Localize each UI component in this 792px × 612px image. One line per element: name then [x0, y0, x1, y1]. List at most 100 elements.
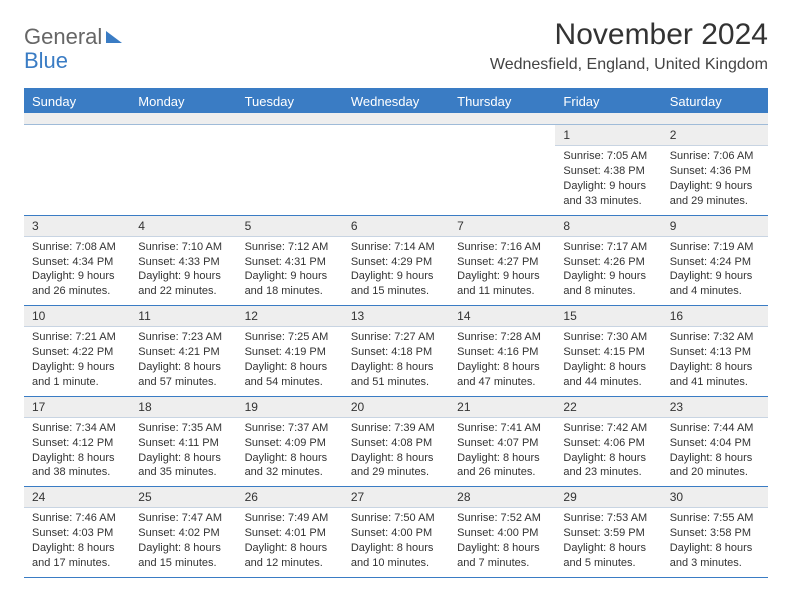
day-number: 3 — [24, 216, 130, 237]
daylight-text: Daylight: 8 hours and 29 minutes. — [351, 451, 441, 481]
sunset-text: Sunset: 4:12 PM — [32, 436, 122, 451]
daylight-text: Daylight: 9 hours and 18 minutes. — [245, 269, 335, 299]
sunset-text: Sunset: 4:09 PM — [245, 436, 335, 451]
daylight-text: Daylight: 8 hours and 10 minutes. — [351, 541, 441, 571]
week-row: 17Sunrise: 7:34 AMSunset: 4:12 PMDayligh… — [24, 397, 768, 488]
day-cell — [449, 125, 555, 215]
day-cell: 13Sunrise: 7:27 AMSunset: 4:18 PMDayligh… — [343, 306, 449, 396]
day-cell: 20Sunrise: 7:39 AMSunset: 4:08 PMDayligh… — [343, 397, 449, 487]
day-cell: 4Sunrise: 7:10 AMSunset: 4:33 PMDaylight… — [130, 216, 236, 306]
sunset-text: Sunset: 4:18 PM — [351, 345, 441, 360]
day-number: 1 — [555, 125, 661, 146]
day-cell: 3Sunrise: 7:08 AMSunset: 4:34 PMDaylight… — [24, 216, 130, 306]
sunset-text: Sunset: 4:06 PM — [563, 436, 653, 451]
sunrise-text: Sunrise: 7:12 AM — [245, 240, 335, 255]
sunset-text: Sunset: 4:33 PM — [138, 255, 228, 270]
sunrise-text: Sunrise: 7:39 AM — [351, 421, 441, 436]
day-number: 23 — [662, 397, 768, 418]
sunset-text: Sunset: 4:15 PM — [563, 345, 653, 360]
sunrise-text: Sunrise: 7:06 AM — [670, 149, 760, 164]
sunrise-text: Sunrise: 7:30 AM — [563, 330, 653, 345]
daylight-text: Daylight: 9 hours and 33 minutes. — [563, 179, 653, 209]
day-number: 15 — [555, 306, 661, 327]
daylight-text: Daylight: 8 hours and 15 minutes. — [138, 541, 228, 571]
day-number: 4 — [130, 216, 236, 237]
daylight-text: Daylight: 8 hours and 35 minutes. — [138, 451, 228, 481]
day-header-thursday: Thursday — [449, 90, 555, 113]
sunrise-text: Sunrise: 7:05 AM — [563, 149, 653, 164]
sunset-text: Sunset: 4:36 PM — [670, 164, 760, 179]
day-number: 26 — [237, 487, 343, 508]
day-number: 13 — [343, 306, 449, 327]
daylight-text: Daylight: 8 hours and 3 minutes. — [670, 541, 760, 571]
sunset-text: Sunset: 4:24 PM — [670, 255, 760, 270]
day-cell: 9 Sunrise: 7:19 AMSunset: 4:24 PMDaylight… — [662, 216, 768, 306]
day-cell: 1 Sunrise: 7:05 AMSunset: 4:38 PMDaylight… — [555, 125, 661, 215]
sunrise-text: Sunrise: 7:37 AM — [245, 421, 335, 436]
day-number: 22 — [555, 397, 661, 418]
daylight-text: Daylight: 9 hours and 29 minutes. — [670, 179, 760, 209]
day-number: 28 — [449, 487, 555, 508]
day-number: 29 — [555, 487, 661, 508]
day-number: 5 — [237, 216, 343, 237]
day-header-row: Sunday Monday Tuesday Wednesday Thursday… — [24, 90, 768, 113]
day-cell: 21Sunrise: 7:41 AMSunset: 4:07 PMDayligh… — [449, 397, 555, 487]
daylight-text: Daylight: 9 hours and 26 minutes. — [32, 269, 122, 299]
sunrise-text: Sunrise: 7:46 AM — [32, 511, 122, 526]
daylight-text: Daylight: 8 hours and 54 minutes. — [245, 360, 335, 390]
sunrise-text: Sunrise: 7:32 AM — [670, 330, 760, 345]
daylight-text: Daylight: 8 hours and 47 minutes. — [457, 360, 547, 390]
day-cell — [237, 125, 343, 215]
day-cell: 12Sunrise: 7:25 AMSunset: 4:19 PMDayligh… — [237, 306, 343, 396]
sunset-text: Sunset: 4:01 PM — [245, 526, 335, 541]
week-row: 10Sunrise: 7:21 AMSunset: 4:22 PMDayligh… — [24, 306, 768, 397]
sunrise-text: Sunrise: 7:17 AM — [563, 240, 653, 255]
day-number: 18 — [130, 397, 236, 418]
sunset-text: Sunset: 4:38 PM — [563, 164, 653, 179]
sunset-text: Sunset: 4:26 PM — [563, 255, 653, 270]
day-cell: 17Sunrise: 7:34 AMSunset: 4:12 PMDayligh… — [24, 397, 130, 487]
sunrise-text: Sunrise: 7:19 AM — [670, 240, 760, 255]
sunrise-text: Sunrise: 7:16 AM — [457, 240, 547, 255]
daylight-text: Daylight: 8 hours and 51 minutes. — [351, 360, 441, 390]
day-cell: 8Sunrise: 7:17 AMSunset: 4:26 PMDaylight… — [555, 216, 661, 306]
sunset-text: Sunset: 4:31 PM — [245, 255, 335, 270]
logo-text-blue: Blue — [24, 48, 768, 74]
daylight-text: Daylight: 9 hours and 4 minutes. — [670, 269, 760, 299]
sunrise-text: Sunrise: 7:53 AM — [563, 511, 653, 526]
day-cell — [24, 125, 130, 215]
day-cell — [343, 125, 449, 215]
day-cell: 30Sunrise: 7:55 AMSunset: 3:58 PMDayligh… — [662, 487, 768, 577]
sunrise-text: Sunrise: 7:55 AM — [670, 511, 760, 526]
daylight-text: Daylight: 8 hours and 44 minutes. — [563, 360, 653, 390]
daylight-text: Daylight: 9 hours and 1 minute. — [32, 360, 122, 390]
daylight-text: Daylight: 8 hours and 57 minutes. — [138, 360, 228, 390]
day-header-saturday: Saturday — [662, 90, 768, 113]
day-cell: 15 Sunrise: 7:30 AMSunset: 4:15 PMDayligh… — [555, 306, 661, 396]
daylight-text: Daylight: 9 hours and 22 minutes. — [138, 269, 228, 299]
day-cell: 14Sunrise: 7:28 AMSunset: 4:16 PMDayligh… — [449, 306, 555, 396]
sunset-text: Sunset: 4:16 PM — [457, 345, 547, 360]
day-number: 14 — [449, 306, 555, 327]
day-cell: 27Sunrise: 7:50 AMSunset: 4:00 PMDayligh… — [343, 487, 449, 577]
daylight-text: Daylight: 8 hours and 23 minutes. — [563, 451, 653, 481]
day-cell: 18Sunrise: 7:35 AMSunset: 4:11 PMDayligh… — [130, 397, 236, 487]
day-cell: 22Sunrise: 7:42 AMSunset: 4:06 PMDayligh… — [555, 397, 661, 487]
day-number: 9 — [662, 216, 768, 237]
daylight-text: Daylight: 8 hours and 41 minutes. — [670, 360, 760, 390]
daylight-text: Daylight: 9 hours and 8 minutes. — [563, 269, 653, 299]
day-number: 6 — [343, 216, 449, 237]
daylight-text: Daylight: 8 hours and 38 minutes. — [32, 451, 122, 481]
sunrise-text: Sunrise: 7:25 AM — [245, 330, 335, 345]
sunrise-text: Sunrise: 7:35 AM — [138, 421, 228, 436]
sunrise-text: Sunrise: 7:14 AM — [351, 240, 441, 255]
sunset-text: Sunset: 4:08 PM — [351, 436, 441, 451]
sunset-text: Sunset: 4:13 PM — [670, 345, 760, 360]
sunset-text: Sunset: 4:04 PM — [670, 436, 760, 451]
day-cell: 16Sunrise: 7:32 AMSunset: 4:13 PMDayligh… — [662, 306, 768, 396]
day-number: 11 — [130, 306, 236, 327]
daylight-text: Daylight: 8 hours and 26 minutes. — [457, 451, 547, 481]
weeks-container: 1Sunrise: 7:05 AMSunset: 4:38 PMDaylight… — [24, 125, 768, 578]
day-number: 12 — [237, 306, 343, 327]
day-number: 10 — [24, 306, 130, 327]
